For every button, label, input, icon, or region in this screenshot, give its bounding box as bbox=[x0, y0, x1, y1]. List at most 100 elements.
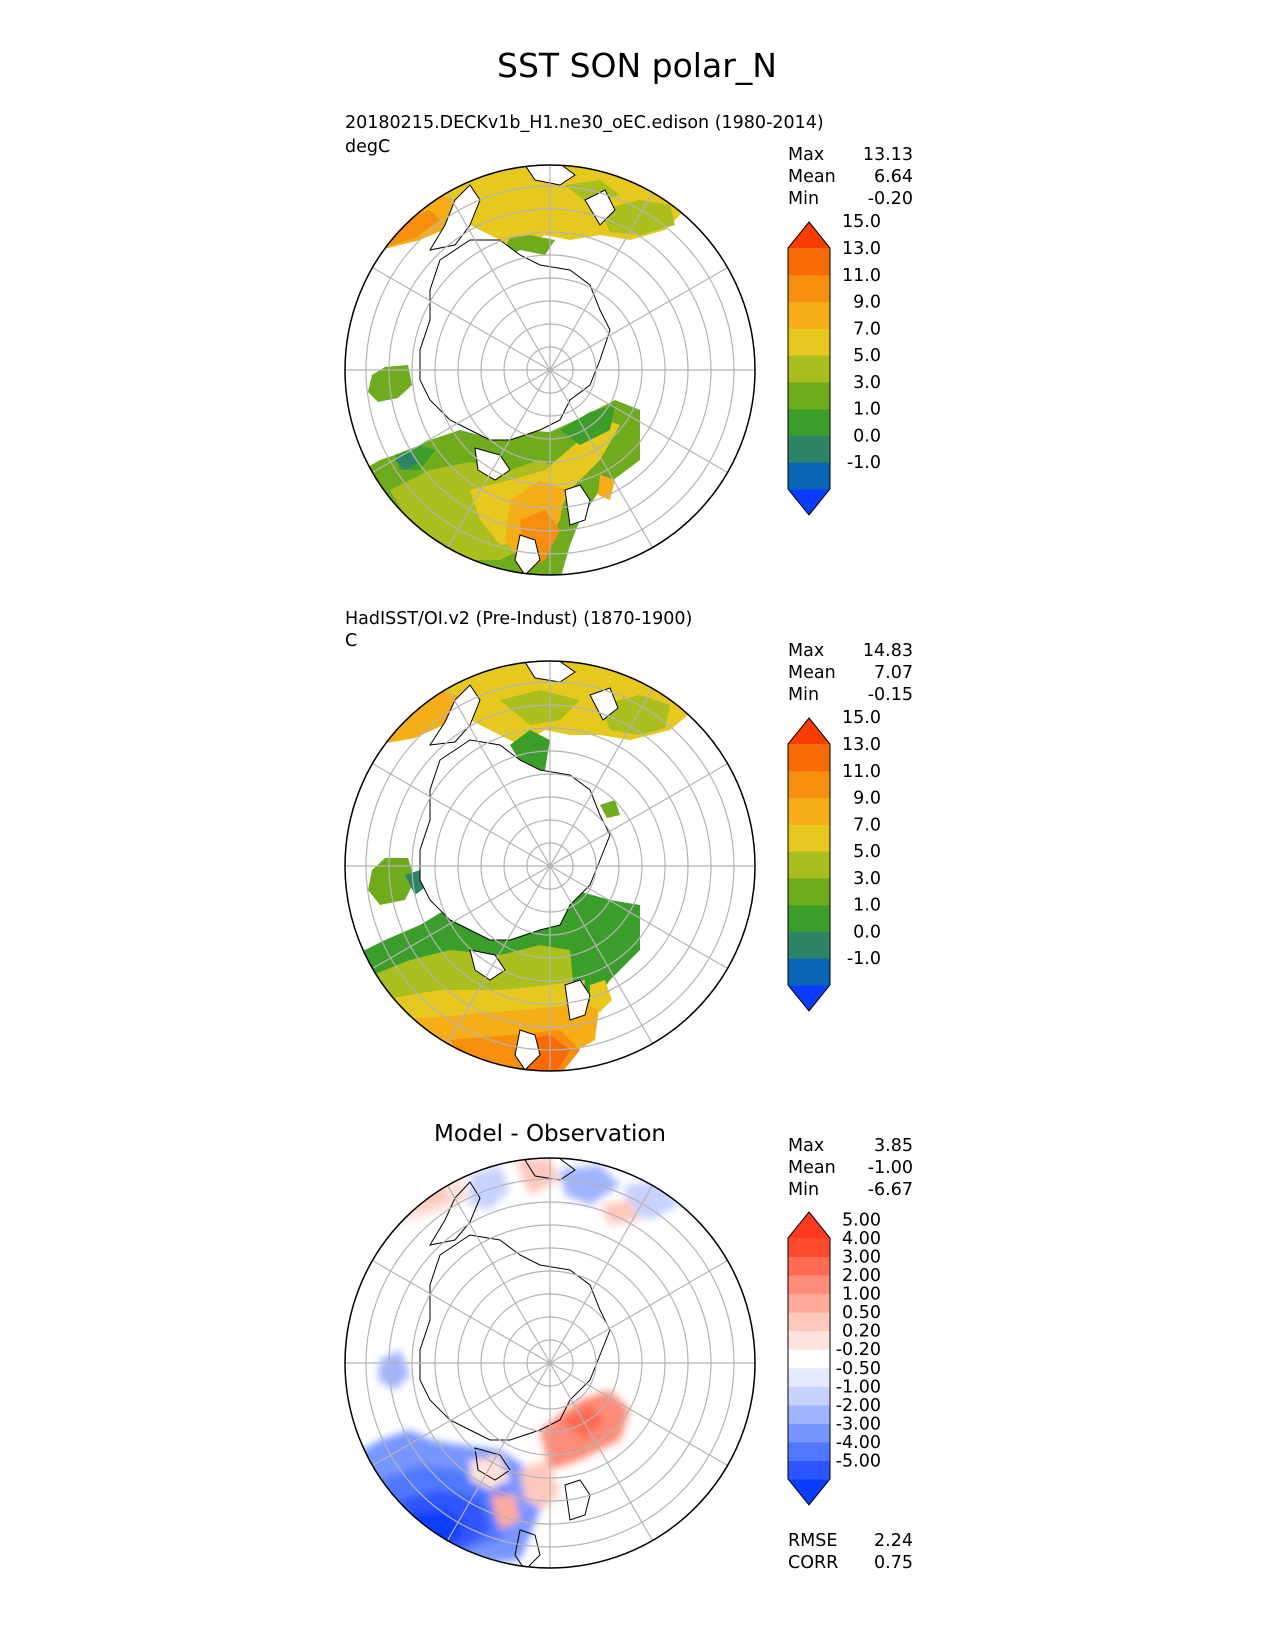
metric-label: RMSE bbox=[788, 1531, 837, 1551]
stat-label: Mean bbox=[788, 663, 836, 683]
colorbar-segment bbox=[788, 408, 830, 436]
colorbar-outline bbox=[787, 221, 831, 516]
stat-label: Max bbox=[788, 1136, 824, 1156]
colorbar-tick-label: 7.0 bbox=[853, 319, 881, 339]
colorbar-segment bbox=[788, 1460, 830, 1480]
colorbar-segment bbox=[788, 328, 830, 356]
colorbar-segment bbox=[788, 744, 830, 772]
colorbar-tick-label: 4.00 bbox=[842, 1229, 881, 1249]
stat-value: -0.20 bbox=[868, 189, 913, 209]
polar-map-obs bbox=[344, 660, 756, 1072]
stats-obs: Max 14.83 Mean 7.07 Min -0.15 bbox=[788, 641, 913, 705]
colorbar-segment bbox=[788, 1330, 830, 1350]
colorbar-tick-label: 3.0 bbox=[853, 373, 881, 393]
colorbar-segment bbox=[788, 248, 830, 276]
colorbar-segment bbox=[788, 1423, 830, 1443]
panel-model: 20180215.DECKv1b_H1.ne30_oEC.edison (198… bbox=[344, 113, 913, 576]
colorbar-segment bbox=[788, 797, 830, 825]
colorbar-segment bbox=[788, 1293, 830, 1313]
colorbar-tick-label: -1.0 bbox=[847, 949, 881, 969]
stat-label: Min bbox=[788, 189, 819, 209]
colorbar-segment bbox=[788, 1386, 830, 1406]
colorbar-model: -1.0 0.0 1.0 3.0 5.0 7.0 9.0 11.0 13.0 15.0 bbox=[787, 212, 881, 516]
colorbar-tick-label: 11.0 bbox=[842, 266, 881, 286]
coastline-obs bbox=[419, 661, 619, 1071]
colorbar-tick-label: 1.0 bbox=[853, 896, 881, 916]
colorbar-segment bbox=[788, 1441, 830, 1461]
colorbar-segment bbox=[788, 1312, 830, 1332]
colorbar-tick-label: -5.00 bbox=[836, 1451, 881, 1471]
colorbar-tick-label: -0.20 bbox=[836, 1340, 881, 1360]
metric-value: 2.24 bbox=[874, 1531, 913, 1551]
colorbar-segment bbox=[788, 904, 830, 932]
colorbar-tick-label: 3.00 bbox=[842, 1248, 881, 1268]
stat-value: 14.83 bbox=[863, 641, 913, 661]
stat-label: Mean bbox=[788, 1158, 836, 1178]
polar-map-diff bbox=[344, 1157, 756, 1569]
colorbar-tick-label: 0.50 bbox=[842, 1303, 881, 1323]
panel-title-obs: HadISST/OI.v2 (Pre-Indust) (1870-1900) bbox=[345, 609, 692, 629]
colorbar-extend-max bbox=[788, 1212, 830, 1238]
colorbar-segment bbox=[788, 1349, 830, 1369]
colorbar-tick-label: 0.20 bbox=[842, 1322, 881, 1342]
panel-diff: Model - Observation bbox=[344, 1121, 913, 1573]
graticule-diff bbox=[345, 1158, 755, 1568]
metric-label: CORR bbox=[788, 1553, 838, 1573]
colorbar-tick-label: 1.00 bbox=[842, 1285, 881, 1305]
colorbar-outline bbox=[787, 717, 831, 1012]
colorbar-tick-label: -3.00 bbox=[836, 1414, 881, 1434]
colorbar-tick-label: 13.0 bbox=[842, 239, 881, 259]
stat-value: 3.85 bbox=[874, 1136, 913, 1156]
figure-title: SST SON polar_N bbox=[497, 46, 777, 85]
stat-label: Max bbox=[788, 145, 824, 165]
colorbar-tick-label: 15.0 bbox=[842, 708, 881, 728]
colorbar-segment bbox=[788, 462, 830, 490]
stat-value: 13.13 bbox=[863, 145, 913, 165]
colorbar-segment bbox=[788, 1256, 830, 1276]
stat-value: 6.64 bbox=[874, 167, 913, 187]
stat-label: Min bbox=[788, 1180, 819, 1200]
colorbar-tick-label: 1.0 bbox=[853, 400, 881, 420]
stat-label: Min bbox=[788, 685, 819, 705]
stat-label: Mean bbox=[788, 167, 836, 187]
metrics-diff: RMSE 2.24 CORR 0.75 bbox=[788, 1531, 913, 1573]
colorbar-extend-min bbox=[788, 489, 830, 515]
colorbar-tick-label: 5.0 bbox=[853, 842, 881, 862]
colorbar-tick-label: -4.00 bbox=[836, 1433, 881, 1453]
colorbar-segment bbox=[788, 301, 830, 329]
stat-value: -0.15 bbox=[868, 685, 913, 705]
panel-obs: HadISST/OI.v2 (Pre-Indust) (1870-1900) C bbox=[344, 609, 913, 1072]
colorbar-segment bbox=[788, 1275, 830, 1295]
colorbar-tick-label: -1.00 bbox=[836, 1377, 881, 1397]
colorbar-tick-label: 5.0 bbox=[853, 346, 881, 366]
panel-units-model: degC bbox=[345, 137, 390, 157]
colorbar-segment bbox=[788, 958, 830, 986]
colorbar-segment bbox=[788, 931, 830, 959]
graticule-obs bbox=[345, 661, 755, 1071]
colorbar-extend-min bbox=[788, 1479, 830, 1505]
colorbar-segment bbox=[788, 381, 830, 410]
stats-model: Max 13.13 Mean 6.64 Min -0.20 bbox=[788, 145, 913, 209]
colorbar-tick-label: 0.0 bbox=[853, 922, 881, 942]
polar-map-model bbox=[344, 164, 756, 576]
colorbar-tick-label: 9.0 bbox=[853, 789, 881, 809]
colorbar-tick-label: 11.0 bbox=[842, 762, 881, 782]
stat-label: Max bbox=[788, 641, 824, 661]
colorbar-segment bbox=[788, 1367, 830, 1387]
colorbar-tick-label: 0.0 bbox=[853, 426, 881, 446]
colorbar-tick-label: 13.0 bbox=[842, 735, 881, 755]
colorbar-tick-label: -1.0 bbox=[847, 453, 881, 473]
graticule-model bbox=[345, 165, 755, 575]
colorbar-tick-label: 3.0 bbox=[853, 869, 881, 889]
colorbar-segment bbox=[788, 1238, 830, 1258]
coastline-diff bbox=[419, 1158, 611, 1568]
colorbar-segment bbox=[788, 355, 830, 383]
colorbar-tick-label: -0.50 bbox=[836, 1359, 881, 1379]
stats-diff: Max 3.85 Mean -1.00 Min -6.67 bbox=[788, 1136, 913, 1200]
colorbar-extend-max bbox=[788, 222, 830, 248]
diff-title: Model - Observation bbox=[434, 1121, 666, 1147]
panel-title-model: 20180215.DECKv1b_H1.ne30_oEC.edison (198… bbox=[345, 113, 824, 133]
colorbar-segment bbox=[788, 851, 830, 879]
colorbar-segment bbox=[788, 435, 830, 463]
